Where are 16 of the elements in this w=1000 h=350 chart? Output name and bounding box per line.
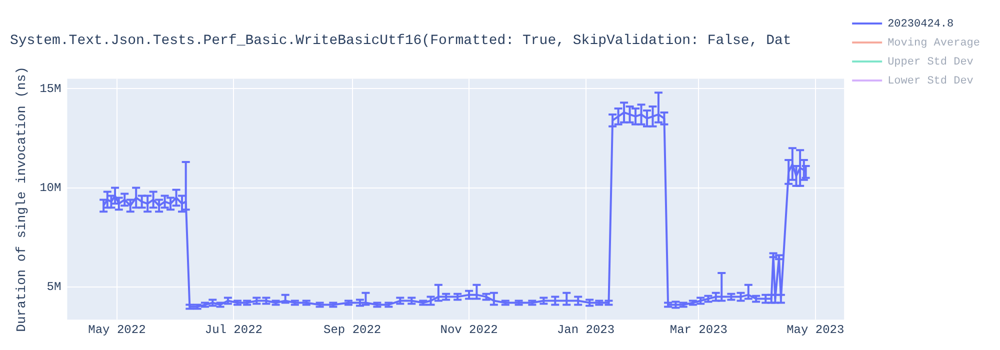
- y-axis-title: Duration of single invocation (ns): [14, 66, 30, 332]
- x-tick-label: Sep 2022: [324, 322, 382, 337]
- legend-label: Moving Average: [888, 37, 980, 50]
- x-tick-label: Nov 2022: [440, 322, 498, 337]
- legend-label: Upper Std Dev: [888, 56, 974, 68]
- y-tick-label: 10M: [40, 180, 62, 195]
- y-tick-label: 5M: [46, 280, 62, 294]
- x-tick-label: Jul 2022: [204, 322, 262, 337]
- x-tick-label: Mar 2023: [670, 322, 728, 337]
- legend-label: 20230424.8: [888, 18, 954, 30]
- y-tick-label: 15M: [40, 82, 62, 96]
- x-tick-label: Jan 2023: [556, 322, 615, 337]
- chart-title: System.Text.Json.Tests.Perf_Basic.WriteBasicUtf16(Formatted: True, SkipValidation: False, Dat: [10, 33, 792, 50]
- legend-label: Lower Std Dev: [888, 75, 974, 88]
- x-tick-label: May 2022: [88, 322, 146, 337]
- x-tick-label: May 2023: [786, 322, 844, 337]
